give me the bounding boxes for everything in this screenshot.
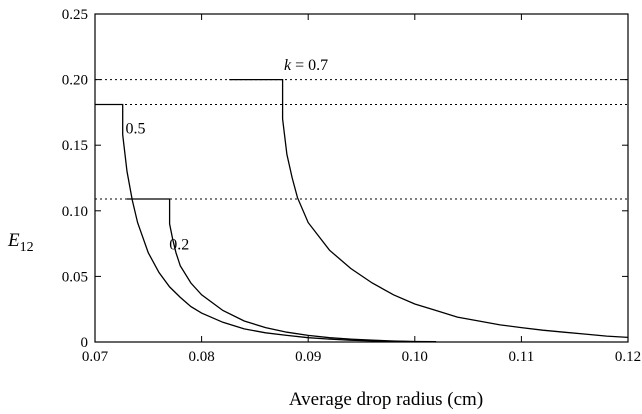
- x-axis-label: Average drop radius (cm): [289, 389, 483, 410]
- series-line-0: [229, 78, 629, 339]
- y-tick-label-3: 0.15: [62, 138, 88, 154]
- y-axis-label-subscript: 12: [20, 240, 34, 255]
- series-label-0: k = 0.7: [284, 57, 328, 74]
- x-tick-label-5: 0.12: [615, 349, 641, 365]
- series-line-1: [95, 103, 437, 343]
- series-line-2: [127, 198, 437, 343]
- y-tick-label-5: 0.25: [62, 7, 88, 23]
- x-tick-label-2: 0.09: [295, 349, 321, 365]
- y-tick-label-4: 0.20: [62, 73, 88, 89]
- x-tick-label-3: 0.10: [402, 349, 428, 365]
- y-tick-label-2: 0.10: [62, 204, 88, 220]
- y-axis-label: E12: [7, 230, 34, 255]
- plot-frame: [94, 13, 629, 343]
- y-tick-label-0: 0: [81, 335, 89, 351]
- series-label-1: 0.5: [126, 120, 146, 137]
- series-label-2: 0.2: [169, 237, 189, 254]
- y-tick-label-1: 0.05: [62, 269, 88, 285]
- x-tick-label-4: 0.11: [509, 349, 535, 365]
- y-axis-label-main: E: [7, 230, 20, 251]
- x-tick-label-1: 0.08: [188, 349, 214, 365]
- x-tick-label-0: 0.07: [82, 349, 109, 365]
